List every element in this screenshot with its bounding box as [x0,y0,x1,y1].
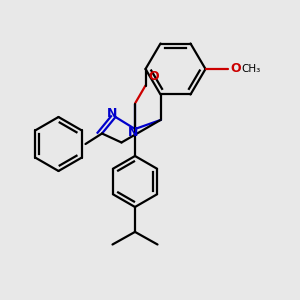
Text: O: O [230,62,241,76]
Text: N: N [128,126,138,139]
Text: N: N [107,106,117,120]
Text: CH₃: CH₃ [242,64,261,74]
Text: O: O [148,70,158,83]
